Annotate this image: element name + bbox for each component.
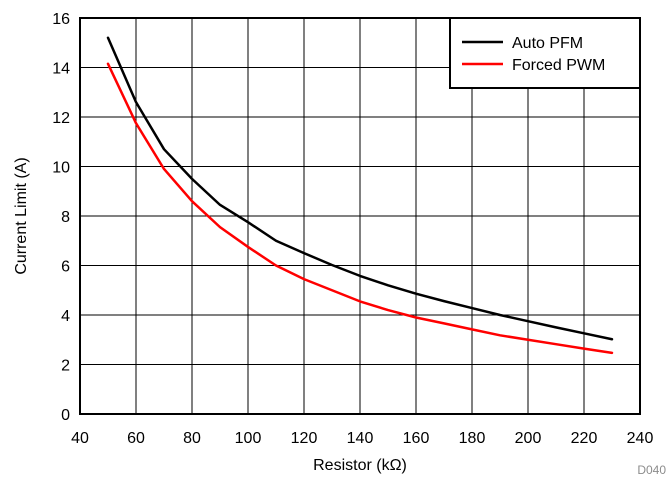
y-tick-label: 0 (61, 407, 70, 424)
x-tick-label: 140 (347, 430, 374, 447)
y-tick-label: 8 (61, 209, 70, 226)
legend-label-forced-pwm: Forced PWM (512, 57, 605, 74)
series-layer (106, 36, 614, 355)
x-tick-label: 60 (127, 430, 145, 447)
x-tick-label: 120 (291, 430, 318, 447)
x-tick-label: 80 (183, 430, 201, 447)
x-tick-label: 180 (459, 430, 486, 447)
x-axis-title: Resistor (kΩ) (313, 457, 407, 474)
ticks-layer: 40 60 80 100 120 140 160 180 200 220 240 0 2 4 6 8 10 12 1… (52, 11, 653, 447)
x-tick-label: 100 (235, 430, 262, 447)
x-tick-label: 220 (571, 430, 598, 447)
y-tick-label: 4 (61, 308, 70, 325)
legend-label-auto-pfm: Auto PFM (512, 35, 583, 52)
x-tick-label: 200 (515, 430, 542, 447)
x-tick-label: 160 (403, 430, 430, 447)
series-line-auto-pfm (106, 36, 614, 341)
y-tick-label: 12 (52, 110, 70, 127)
plot-frame (79, 17, 641, 415)
y-axis-title: Current Limit (A) (13, 157, 30, 274)
y-tick-label: 10 (52, 160, 70, 177)
y-tick-label: 14 (52, 61, 70, 78)
series-line-forced-pwm (106, 62, 614, 355)
legend: Auto PFM Forced PWM (449, 17, 641, 89)
x-tick-label: 40 (71, 430, 89, 447)
y-tick-label: 2 (61, 358, 70, 375)
x-tick-label: 240 (627, 430, 654, 447)
y-tick-label: 6 (61, 259, 70, 276)
figure-id: D040 (637, 463, 666, 477)
legend-box (449, 17, 641, 89)
y-tick-label: 16 (52, 11, 70, 28)
